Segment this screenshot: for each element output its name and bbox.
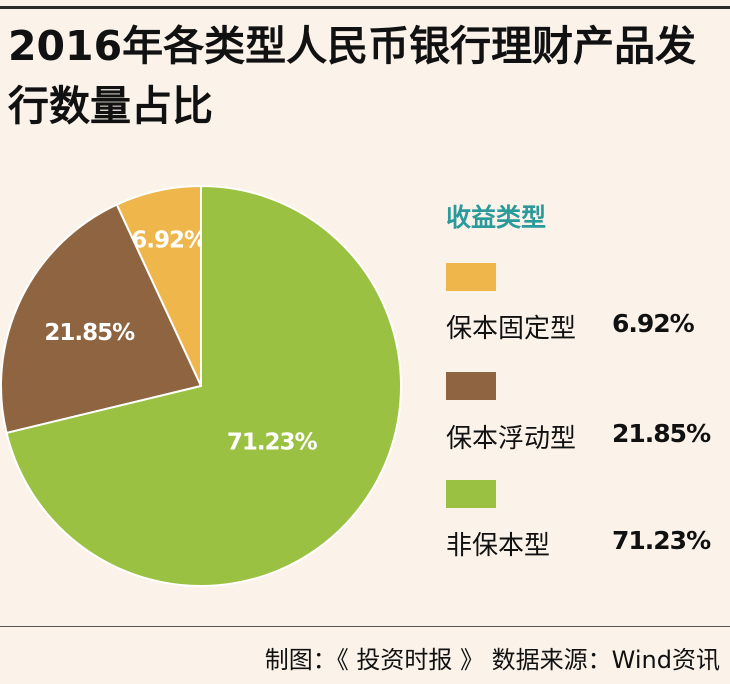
legend-value-baoben-guding: 6.92%	[612, 309, 695, 338]
legend-swatch-baoben-fudong	[446, 372, 496, 400]
legend-label-fei-baoben: 非保本型	[446, 531, 551, 561]
pie-slice-label-0: 6.92%	[131, 228, 207, 254]
bottom-rule	[0, 626, 730, 627]
legend-swatch-baoben-guding	[446, 263, 496, 291]
pie-slice-label-2: 71.23%	[227, 430, 318, 456]
legend-value-baoben-fudong: 21.85%	[612, 419, 711, 448]
pie-chart: 6.92% 21.85% 71.23%	[0, 184, 402, 587]
pie-slice-2	[5, 184, 402, 587]
legend-title: 收益类型	[446, 203, 547, 232]
top-rule	[0, 6, 730, 9]
legend-label-baoben-fudong: 保本浮动型	[446, 424, 577, 454]
legend-swatch-fei-baoben	[446, 480, 496, 508]
legend-value-fei-baoben: 71.23%	[612, 526, 711, 555]
footer-credit: 制图：《 投资时报 》 数据来源：Wind资讯	[264, 646, 720, 674]
chart-title: 2016年各类型人民币银行理财产品发行数量占比	[8, 22, 697, 130]
legend-label-baoben-guding: 保本固定型	[446, 314, 577, 344]
pie-slice-1	[0, 203, 203, 435]
pie-slice-label-1: 21.85%	[44, 320, 135, 346]
